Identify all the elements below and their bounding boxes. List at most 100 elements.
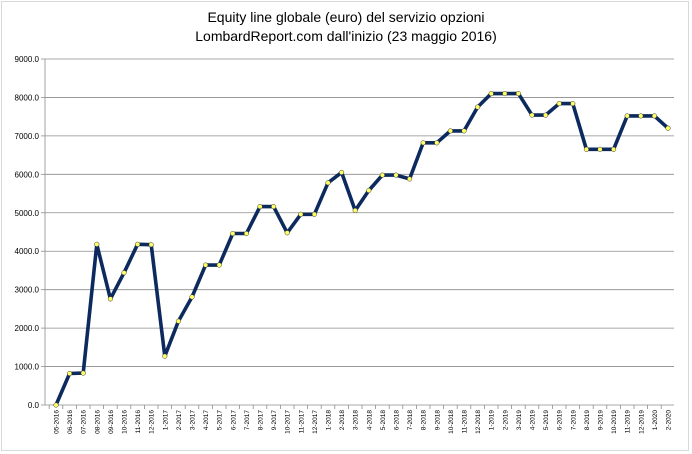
x-tick-label: 12-2016 (149, 410, 156, 434)
x-tick-label: 7-2017 (244, 410, 251, 431)
data-point (611, 146, 617, 152)
series-line (54, 91, 670, 406)
y-tick-label: 1000.0 (15, 363, 40, 372)
data-point (53, 402, 59, 408)
series-equity (53, 91, 671, 408)
y-axis: 0.0 1000.0 2000.0 3000.0 4000.0 5000.0 6000.0 7… (15, 55, 46, 410)
x-tick-label: 8-2018 (421, 410, 428, 431)
data-point (189, 294, 195, 300)
y-tick-label: 7000.0 (15, 132, 40, 141)
data-point (475, 104, 481, 110)
x-tick-label: 7-2019 (570, 410, 577, 431)
data-point (407, 176, 413, 182)
data-point (162, 353, 168, 359)
data-point (107, 296, 113, 302)
data-point (515, 91, 521, 97)
x-tick-label: 1-2019 (489, 410, 496, 431)
data-point (434, 140, 440, 146)
data-point (284, 230, 290, 236)
x-tick-label: 09-2016 (108, 410, 115, 434)
x-tick-label: 12-2018 (475, 410, 482, 434)
data-point (271, 204, 277, 210)
x-tick-label: 4-2017 (203, 410, 210, 431)
y-tick-label: 9000.0 (15, 55, 40, 64)
x-tick-label: 2-2018 (339, 410, 346, 431)
x-tick-label: 08-2016 (94, 410, 101, 434)
data-point (325, 180, 331, 186)
data-point (665, 125, 671, 131)
data-point (216, 262, 222, 268)
x-tick-label: 3-2019 (516, 410, 523, 431)
data-point (638, 113, 644, 119)
x-tick-label: 5-2019 (543, 410, 550, 431)
x-tick-label: 7-2018 (407, 410, 414, 431)
x-tick-label: 1-2018 (326, 410, 333, 431)
data-point (203, 262, 209, 268)
data-point (556, 101, 562, 107)
chart-title: Equity line globale (euro) del servizio … (207, 9, 485, 25)
data-point (447, 128, 453, 134)
x-tick-label: 2-2017 (176, 410, 183, 431)
x-tick-label: 1-2017 (162, 410, 169, 431)
x-tick-label: 12-2017 (312, 410, 319, 434)
x-tick-label: 11-2017 (298, 410, 305, 434)
x-tick-label: 1-2020 (652, 410, 659, 431)
x-tick-label: 6-2017 (230, 410, 237, 431)
data-point (352, 207, 358, 214)
x-tick-label: 10-2017 (285, 410, 292, 434)
data-point (257, 204, 263, 210)
x-tick-label: 05-2016 (54, 410, 61, 434)
x-tick-label: 8-2017 (258, 410, 265, 431)
chart-subtitle: LombardReport.com dall'inizio (23 maggio… (195, 28, 497, 44)
y-tick-label: 3000.0 (15, 286, 40, 295)
data-point (461, 128, 467, 134)
x-tick-label: 2-2019 (502, 410, 509, 431)
data-point (651, 113, 657, 119)
data-point (583, 146, 589, 152)
x-tick-label: 11-2016 (135, 410, 142, 434)
data-point (420, 140, 426, 146)
data-point (175, 318, 181, 324)
y-tick-label: 4000.0 (15, 247, 40, 256)
x-tick-label: 4-2019 (530, 410, 537, 431)
data-point (502, 91, 508, 97)
data-point (393, 172, 399, 178)
data-point (67, 370, 73, 377)
data-point (121, 270, 127, 276)
x-tick-label: 5-2018 (380, 410, 387, 431)
x-tick-label: 9-2017 (271, 410, 278, 431)
data-point (243, 230, 249, 237)
data-point (570, 101, 576, 107)
y-tick-label: 6000.0 (15, 170, 40, 179)
x-tick-label: 11-2018 (462, 410, 469, 434)
y-tick-label: 8000.0 (15, 93, 40, 102)
data-point (339, 169, 345, 175)
data-point (366, 187, 372, 194)
data-point (148, 242, 154, 248)
x-tick-label: 11-2019 (625, 410, 632, 434)
y-tick-label: 2000.0 (15, 324, 40, 333)
data-point (543, 112, 549, 118)
x-tick-label: 9-2019 (598, 410, 605, 431)
data-point (80, 370, 86, 376)
data-point (94, 241, 100, 247)
x-axis: 05-2016 06-2016 07-2016 08-2016 09-2016 10-20… (48, 405, 673, 434)
data-point (379, 172, 385, 178)
data-point (624, 113, 630, 119)
x-tick-label: 5-2017 (217, 410, 224, 431)
x-tick-label: 3-2017 (190, 410, 197, 431)
data-point (529, 112, 535, 118)
x-tick-label: 10-2019 (611, 410, 618, 434)
data-point (597, 146, 603, 152)
x-tick-label: 12-2019 (638, 410, 645, 434)
y-tick-label: 0.0 (28, 401, 40, 410)
x-tick-label: 6-2018 (394, 410, 401, 431)
x-tick-label: 6-2019 (557, 410, 564, 431)
x-tick-label: 07-2016 (81, 410, 88, 434)
x-tick-label: 06-2016 (67, 410, 74, 434)
x-tick-label: 2-2020 (666, 410, 673, 431)
data-point (311, 211, 317, 217)
gridlines (45, 58, 674, 406)
y-tick-label: 5000.0 (15, 209, 40, 218)
